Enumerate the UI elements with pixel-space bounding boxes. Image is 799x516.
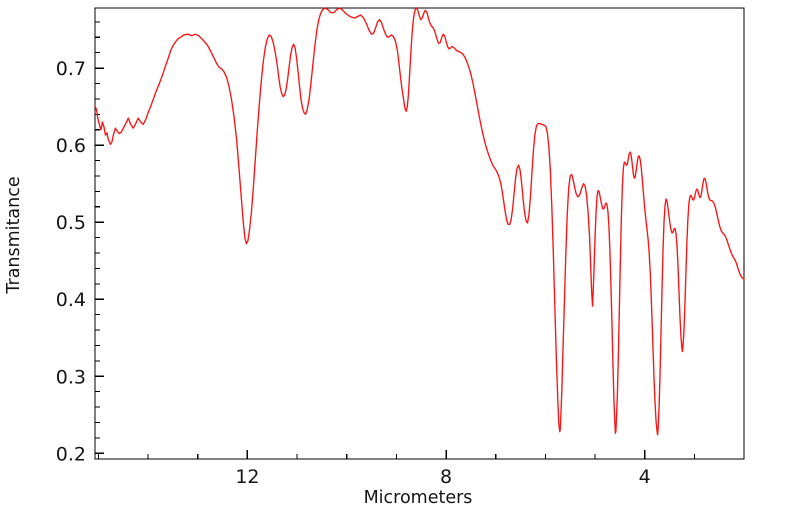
y-tick-label: 0.2: [56, 443, 86, 465]
x-tick-label: 4: [639, 466, 651, 488]
y-tick-label: 0.6: [56, 135, 86, 157]
x-axis-label: Micrometers: [364, 488, 473, 508]
y-axis-ticks: [95, 21, 104, 454]
y-tick-label: 0.5: [56, 212, 86, 234]
x-tick-label: 8: [440, 466, 452, 488]
x-axis-tick-labels: 4 8 12: [235, 466, 650, 488]
y-axis-tick-labels: 0.2 0.3 0.4 0.5 0.6 0.7: [56, 58, 86, 465]
y-axis-label: Transmitance: [4, 176, 24, 294]
y-tick-label: 0.7: [56, 58, 86, 80]
x-tick-label: 12: [235, 466, 259, 488]
spectrum-trace: [94, 7, 745, 436]
x-axis-ticks: [97, 450, 745, 459]
y-tick-label: 0.3: [56, 366, 86, 388]
y-tick-label: 0.4: [56, 289, 86, 311]
